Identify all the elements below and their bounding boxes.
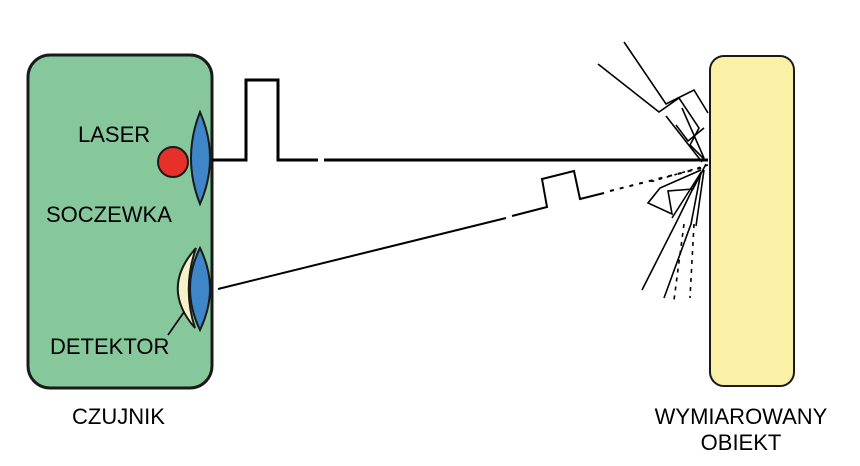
reflected-beam-dashed [609, 166, 706, 192]
sensor-label: CZUJNIK [72, 404, 165, 429]
laser-label: LASER [78, 122, 150, 147]
scattered-rays-up [597, 41, 709, 163]
laser-emitter-dot [157, 146, 189, 178]
emitter-lens [190, 109, 211, 207]
reflected-beam-pulse [511, 169, 605, 217]
object-label-line2: OBIEKT [701, 430, 782, 455]
detector-crescent [176, 247, 197, 329]
detector-lens [189, 245, 211, 333]
lens-label: SOCZEWKA [46, 202, 172, 227]
sensor-body [26, 53, 214, 390]
object-label-line1: WYMIAROWANY [655, 404, 828, 429]
measured-object [709, 55, 795, 387]
scattered-rays-down [641, 163, 709, 301]
detector-leader-line [167, 311, 185, 336]
emitted-laser-beam [212, 78, 318, 162]
detector-label: DETEKTOR [50, 334, 169, 359]
reflected-beam [217, 217, 507, 290]
